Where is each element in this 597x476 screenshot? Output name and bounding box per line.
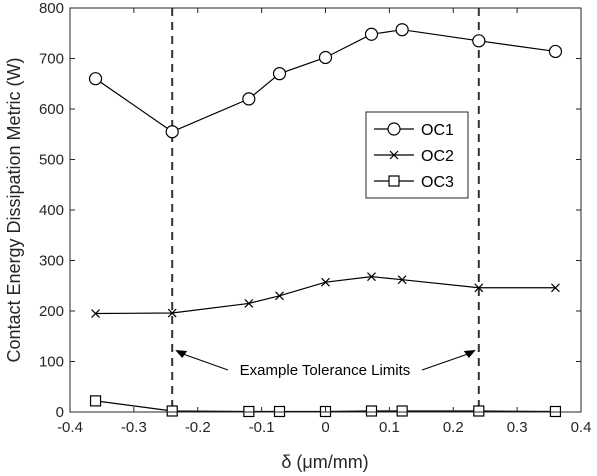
legend-marker-oc2 xyxy=(389,150,399,160)
data-point-oc1 xyxy=(88,72,103,86)
annotation-arrow-right xyxy=(421,352,471,371)
x-tick-labels: -0.4 -0.3 -0.2 -0.1 0 0.1 0.2 0.3 0.4 xyxy=(57,419,591,436)
x-tick-label: -0.2 xyxy=(185,419,211,436)
y-axis-label: Contact Energy Dissipation Metric (W) xyxy=(4,57,24,362)
x-stroke xyxy=(167,308,177,318)
y-tick-label: 100 xyxy=(39,354,64,371)
y-tick-label: 800 xyxy=(39,0,64,17)
x-tick-label: 0.1 xyxy=(379,419,400,436)
y-tick-label: 200 xyxy=(39,303,64,320)
tolerance-lines xyxy=(171,8,480,412)
legend-label-oc2: OC2 xyxy=(421,148,454,165)
y-tick-label: 600 xyxy=(39,101,64,118)
arrowhead-right xyxy=(463,350,476,358)
y-tick-label: 300 xyxy=(39,253,64,270)
data-point-oc2 xyxy=(474,283,484,293)
x-stroke xyxy=(244,299,254,308)
y-tick-labels: 0 100 200 300 400 500 600 700 800 xyxy=(39,0,64,421)
x-tick-label: 0.4 xyxy=(571,419,592,436)
x-axis-label: δ (μm/mm) xyxy=(281,452,368,472)
x-stroke xyxy=(91,309,100,318)
y-tick-label: 500 xyxy=(39,152,64,169)
annotation-arrow-left xyxy=(180,352,229,371)
data-point-oc2 xyxy=(91,309,100,318)
legend-marker-oc3 xyxy=(388,175,400,187)
legend-label-oc1: OC1 xyxy=(421,122,454,139)
legend-marker-oc1 xyxy=(387,122,401,136)
data-point-oc1 xyxy=(318,50,333,65)
data-point-oc3 xyxy=(365,405,378,417)
data-point-oc1 xyxy=(395,23,409,37)
x-stroke xyxy=(397,275,407,285)
data-point-oc3 xyxy=(243,405,255,418)
data-point-oc3 xyxy=(273,405,286,418)
x-tick-label: 0.2 xyxy=(443,419,464,436)
data-point-oc3 xyxy=(89,395,102,407)
data-point-oc2 xyxy=(167,308,177,318)
data-point-oc1 xyxy=(165,125,179,139)
axis-ticks xyxy=(69,7,582,413)
x-tick-label: 0.3 xyxy=(507,419,528,436)
x-stroke xyxy=(551,283,560,293)
legend: OC1 OC2 OC3 xyxy=(365,111,469,199)
data-point-oc2 xyxy=(275,291,284,301)
data-point-oc1 xyxy=(272,67,287,81)
data-point-oc3 xyxy=(166,405,178,417)
x-stroke xyxy=(367,272,376,282)
data-point-oc1 xyxy=(548,44,563,59)
annotation-label: Example Tolerance Limits xyxy=(240,362,411,379)
x-tick-label: -0.4 xyxy=(57,419,83,436)
data-point-oc1 xyxy=(472,34,486,48)
data-point-oc1 xyxy=(242,92,256,106)
data-point-oc2 xyxy=(397,275,407,285)
legend-label-oc3: OC3 xyxy=(421,174,454,191)
y-tick-label: 0 xyxy=(56,404,64,421)
x-tick-label: 0 xyxy=(321,419,329,436)
x-stroke xyxy=(474,283,484,293)
plot-area xyxy=(70,8,581,412)
y-tick-label: 700 xyxy=(39,51,64,68)
data-point-oc2 xyxy=(244,299,254,308)
x-tick-label: -0.3 xyxy=(121,419,147,436)
x-stroke xyxy=(389,150,399,160)
data-point-oc2 xyxy=(321,277,330,287)
data-point-oc3 xyxy=(473,405,485,417)
x-stroke xyxy=(321,277,330,287)
tolerance-annotation: Example Tolerance Limits xyxy=(175,350,476,379)
data-point-oc3 xyxy=(396,405,408,417)
arrowhead-left xyxy=(175,350,188,358)
x-tick-label: -0.1 xyxy=(249,419,275,436)
data-point-oc2 xyxy=(551,283,560,293)
y-tick-label: 400 xyxy=(39,202,64,219)
data-point-oc1 xyxy=(364,27,379,41)
data-point-oc3 xyxy=(549,405,562,418)
x-stroke xyxy=(275,291,284,301)
data-point-oc2 xyxy=(367,272,376,282)
